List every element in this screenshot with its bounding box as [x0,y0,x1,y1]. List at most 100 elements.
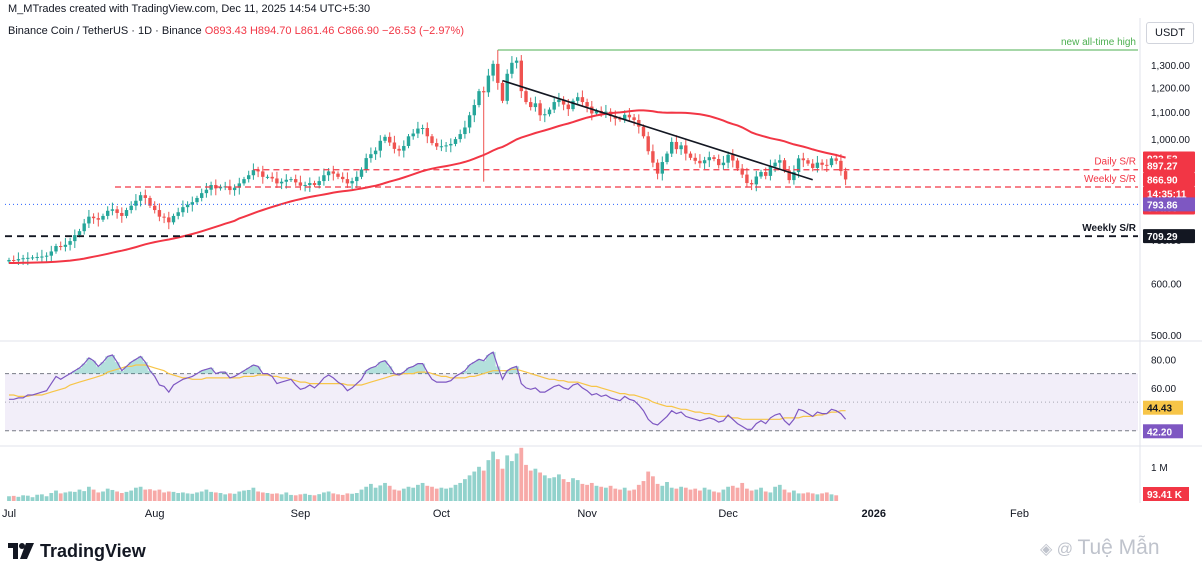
volume-bar [260,492,265,501]
volume-bar [519,447,524,501]
candle-body [388,136,392,143]
volume-bar [336,494,340,501]
volume-bar [35,494,40,501]
volume-bar [665,482,669,501]
rsi-tick-label: 80.00 [1151,355,1176,366]
volume-bar [655,483,660,501]
candle-body [561,99,566,105]
volume-bar [820,493,824,501]
volume-bar [105,488,110,501]
volume-bar [143,489,148,501]
volume-bar [439,487,444,501]
candle-body [482,91,486,93]
candle-body [444,145,448,147]
candle-body [96,218,100,220]
volume-bar [369,483,373,501]
candle-body [801,158,805,161]
candle-body [665,153,669,163]
volume-bar [265,493,270,501]
volume-bar [622,487,627,501]
volume-bar [289,494,293,501]
candle-body [764,172,768,176]
volume-bar [359,489,364,501]
volume-bar [636,484,641,501]
volume-bar [392,489,397,501]
candle-body [547,109,552,115]
volume-bar [510,461,514,501]
volume-bar [350,493,354,501]
currency-button[interactable]: USDT [1146,22,1194,44]
candle-body [782,160,787,171]
volume-bar [726,486,730,501]
volume-bar [270,493,275,501]
candle-body [829,158,834,166]
candle-body [543,114,547,116]
volume-bar [796,493,801,501]
candle-body [651,151,655,163]
candle-body [806,160,810,164]
volume-bar [749,490,754,501]
watermark: ◈ @ Tuệ Mẫn [1040,536,1160,560]
candle-body [59,246,63,248]
volume-bar [712,491,716,501]
rsi-pane: 60.00 80.00 44.43 42.20 [5,351,1183,439]
candle-body [458,134,462,140]
volume-bar [364,486,369,501]
time-tick-label: Dec [718,508,738,520]
volume-bar [420,482,425,501]
volume-pane: 1 M 93.41 K [7,447,1189,501]
symbol-header: Binance Coin / TetherUS · 1D · Binance O… [8,25,464,37]
candle-body [204,189,209,194]
volume-bar [303,493,307,501]
candle-body [383,136,387,141]
candle-body [270,176,274,179]
volume-bar [768,492,773,501]
candle-body [181,207,185,213]
candle-body [773,162,777,167]
volume-bar [129,490,134,501]
price-badge-label: 793.86 [1147,200,1178,211]
volume-bar [810,493,815,501]
volume-bar [96,492,101,501]
volume-bar [152,490,157,501]
candle-body [759,172,763,177]
candle-body [176,212,180,216]
candle-body [557,99,561,103]
candle-body [825,164,829,166]
candle-body [251,170,256,176]
candle-body [655,162,660,174]
candle-body [815,162,820,168]
volume-bar [40,494,44,501]
volume-bar [82,491,87,501]
time-tick-label: Nov [577,508,597,520]
volume-bar [124,491,129,501]
price-badge [1143,158,1195,173]
candle-body [749,183,754,185]
tradingview-logo[interactable]: TradingView [8,540,146,562]
candle-body [576,97,580,101]
volume-bar [627,490,632,501]
volume-bar [458,482,463,501]
volume-bar [326,491,331,501]
volume-bar [242,490,246,501]
candle-body [792,172,796,181]
volume-bar [312,495,317,501]
volume-bar [411,487,416,501]
volume-bar [21,495,25,501]
candle-body [453,139,458,144]
volume-bar [77,489,82,501]
volume-bar [834,495,839,501]
volume-bar [641,481,646,501]
weekly-sr-major-label: Weekly S/R [1082,223,1137,234]
volume-bar [467,475,472,501]
price-badges: 933.53897.27866.9014:35:11844.00793.8670… [1143,151,1195,244]
volume-bar [651,476,655,501]
tradingview-logo-text: TradingView [40,540,146,561]
volume-bar [284,492,289,501]
volume-bar [181,492,185,501]
candle-body [778,160,782,163]
candle-body [430,136,434,144]
candle-body [341,176,345,180]
price-tick-label: 600.00 [1151,279,1182,290]
volume-bar [453,484,458,501]
